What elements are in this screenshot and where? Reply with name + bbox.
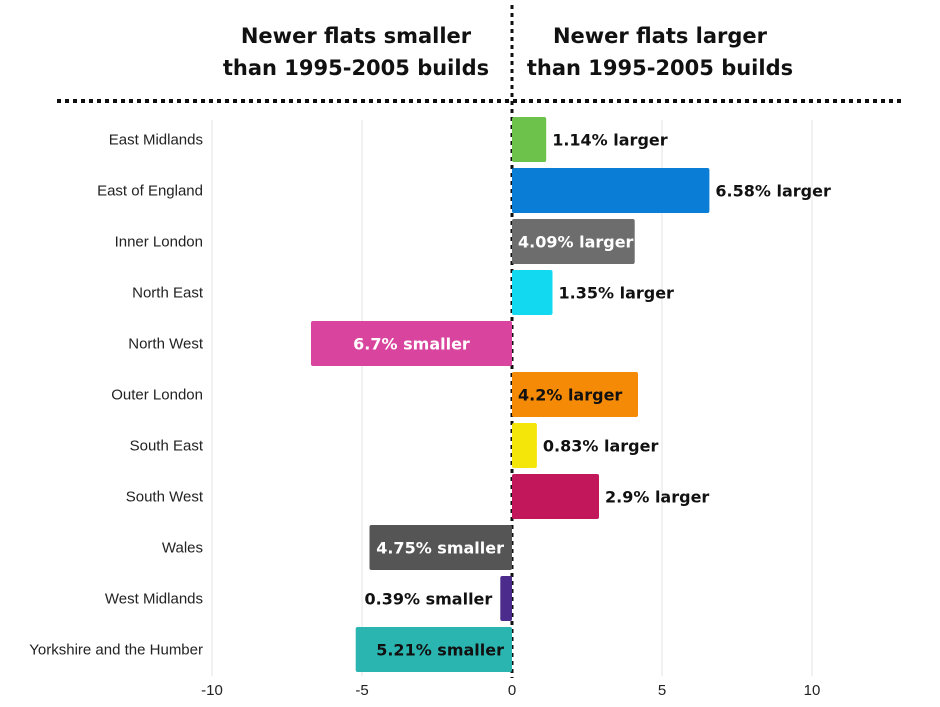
data-label-wales: 4.75% smaller <box>376 539 504 558</box>
header-smaller: Newer flats smaller than 1995-2005 build… <box>206 20 506 84</box>
category-label-north-east: North East <box>132 285 204 302</box>
x-tick-0: 0 <box>508 682 516 699</box>
category-label-wales: Wales <box>162 540 203 557</box>
x-tick-5: 5 <box>658 682 666 699</box>
x-tick-labels: -10 -5 0 5 10 <box>201 682 820 699</box>
data-label-east-midlands: 1.14% larger <box>552 131 668 150</box>
bar-north-east <box>512 270 553 315</box>
x-tick--5: -5 <box>355 682 368 699</box>
x-tick-10: 10 <box>804 682 821 699</box>
category-label-east-midlands: East Midlands <box>109 132 203 149</box>
header-larger-line1: Newer flats larger <box>552 24 768 48</box>
bar-outer-london <box>512 372 638 417</box>
category-label-west-midlands: West Midlands <box>105 591 203 608</box>
bar-east-of-england <box>512 168 710 213</box>
category-label-south-east: South East <box>130 438 204 455</box>
category-label-north-west: North West <box>128 336 204 353</box>
header-smaller-line2: than 1995-2005 builds <box>222 56 490 80</box>
category-label-inner-london: Inner London <box>115 234 203 251</box>
data-label-south-west: 2.9% larger <box>605 488 709 507</box>
bar-wales <box>369 525 512 570</box>
bar-south-east <box>512 423 537 468</box>
bar-south-west <box>512 474 599 519</box>
data-label-outer-london: 4.2% larger <box>518 386 622 405</box>
data-label-east-of-england: 6.58% larger <box>715 182 831 201</box>
data-label-inner-london: 4.09% larger <box>518 233 634 252</box>
data-label-south-east: 0.83% larger <box>543 437 659 456</box>
data-label-north-east: 1.35% larger <box>559 284 675 303</box>
bar-yorkshire-and-the-humber <box>355 627 512 672</box>
x-tick--10: -10 <box>201 682 223 699</box>
bar-inner-london <box>512 219 635 264</box>
category-label-outer-london: Outer London <box>111 387 203 404</box>
bar-west-midlands <box>500 576 512 621</box>
category-label-south-west: South West <box>126 489 204 506</box>
category-label-east-of-england: East of England <box>97 183 203 200</box>
header-larger-line2: than 1995-2005 builds <box>526 56 794 80</box>
category-labels: East Midlands East of England Inner London… <box>29 132 204 659</box>
category-label-yorkshire-and-the-humber: Yorkshire and the Humber <box>29 642 203 659</box>
header-larger: Newer flats larger than 1995-2005 builds <box>510 20 810 84</box>
data-label-west-midlands: 0.39% smaller <box>365 590 493 609</box>
header-smaller-line1: Newer flats smaller <box>240 24 472 48</box>
bar-north-west <box>311 321 512 366</box>
data-label-yorkshire-and-the-humber: 5.21% smaller <box>376 641 504 660</box>
bars: 1.14% larger 6.58% larger 4.09% larger 1.35… <box>311 117 831 672</box>
bar-east-midlands <box>512 117 547 162</box>
gridlines <box>211 120 813 676</box>
data-label-north-west: 6.7% smaller <box>353 335 470 354</box>
